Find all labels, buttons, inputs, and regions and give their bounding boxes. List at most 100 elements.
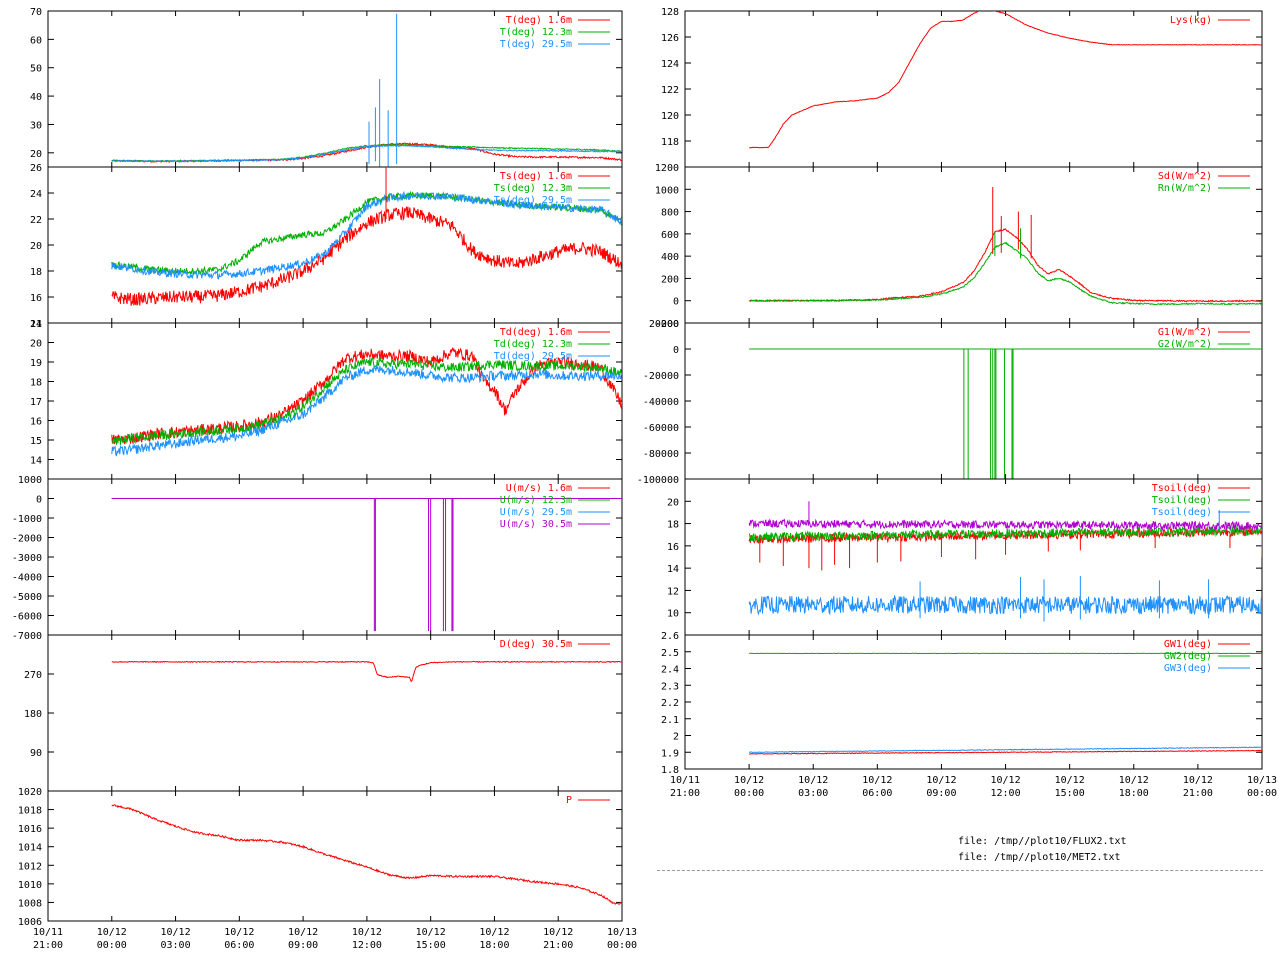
x-tick-label: 03:00 xyxy=(798,788,828,799)
y-tick-label: 126 xyxy=(661,33,679,44)
legend-label: Td(deg) 29.5m xyxy=(494,351,572,362)
y-tick-label: 60 xyxy=(30,35,42,46)
y-tick-label: 270 xyxy=(24,670,42,681)
y-tick-label: 0 xyxy=(36,495,42,506)
file-line-flux: file: /tmp//plot10/FLUX2.txt xyxy=(958,836,1127,847)
series-line-1 xyxy=(749,11,1262,149)
series-line-2 xyxy=(748,241,1262,306)
y-tick-label: 22 xyxy=(30,215,42,226)
legend-label: Tsoil(deg) xyxy=(1152,483,1212,494)
y-tick-label: -20000 xyxy=(643,371,679,382)
y-tick-label: 14 xyxy=(667,564,679,575)
x-tick-label: 12:00 xyxy=(352,940,382,951)
y-tick-label: -2000 xyxy=(12,534,42,545)
x-tick-label: 15:00 xyxy=(1055,788,1085,799)
legend-label: U(m/s) 1.6m xyxy=(506,483,572,494)
x-tick-label: 09:00 xyxy=(288,940,318,951)
y-tick-label: 1020 xyxy=(18,787,42,798)
y-tick-label: -4000 xyxy=(12,573,42,584)
y-tick-label: 19 xyxy=(30,358,42,369)
series-line-2 xyxy=(111,356,622,445)
y-tick-label: 20000 xyxy=(649,319,679,330)
y-tick-label: 128 xyxy=(661,7,679,18)
y-tick-label: 120 xyxy=(661,111,679,122)
x-tick-label: 10/12 xyxy=(416,927,446,938)
series-line-1 xyxy=(111,804,622,905)
legend-label: Td(deg) 12.3m xyxy=(494,339,572,350)
y-tick-label: 2.2 xyxy=(661,698,679,709)
y-tick-label: 122 xyxy=(661,85,679,96)
y-tick-label: -3000 xyxy=(12,553,42,564)
file-line-met: file: /tmp//plot10/MET2.txt xyxy=(958,852,1121,863)
chart-panel-4: -7000 -6000 -5000 -4000 -3000 -2000 -1000 0 1000… xyxy=(12,475,623,642)
legend-label: Rn(W/m^2) xyxy=(1158,183,1212,194)
legend-label: G1(W/m^2) xyxy=(1158,327,1212,338)
series-line-1 xyxy=(749,749,1262,755)
x-tick-label: 10/12 xyxy=(288,927,318,938)
x-tick-label: 10/12 xyxy=(161,927,191,938)
x-tick-label: 10/12 xyxy=(479,927,509,938)
y-tick-label: 1200 xyxy=(655,163,679,174)
y-tick-label: 18 xyxy=(30,378,42,389)
y-tick-label: 17 xyxy=(30,397,42,408)
chart-panel-10: 101214161820Tsoil(deg)Tsoil(deg)Tsoil(de… xyxy=(667,478,1263,636)
series-line-1 xyxy=(111,206,622,306)
x-tick-label: 10/12 xyxy=(734,775,764,786)
y-tick-label: -5000 xyxy=(12,592,42,603)
y-tick-label: 20 xyxy=(30,241,42,252)
legend-label: D(deg) 30.5m xyxy=(500,639,572,650)
series-line-1 xyxy=(111,660,622,683)
legend-label: T(deg) 1.6m xyxy=(506,15,572,26)
y-tick-label: 24 xyxy=(30,189,42,200)
x-tick-label: 00:00 xyxy=(607,940,637,951)
x-tick-label: 06:00 xyxy=(224,940,254,951)
chart-panel-8: -200 0 200 400 600 800 1000 1200 Sd(W/m^2)Rn(W/m… xyxy=(655,163,1263,330)
y-tick-label: 180 xyxy=(24,709,42,720)
x-tick-label: 15:00 xyxy=(416,940,446,951)
y-tick-label: 2.4 xyxy=(661,665,679,676)
legend-label: G2(W/m^2) xyxy=(1158,339,1212,350)
x-tick-label: 03:00 xyxy=(161,940,191,951)
series-line-4 xyxy=(748,518,1262,532)
x-tick-label: 21:00 xyxy=(33,940,63,951)
x-tick-label: 09:00 xyxy=(926,788,956,799)
y-tick-label: 20 xyxy=(30,149,42,160)
legend-label: GW2(deg) xyxy=(1164,651,1212,662)
x-tick-label: 21:00 xyxy=(670,788,700,799)
legend-label: U(m/s) 30.5m xyxy=(500,519,572,530)
legend-label: Ts(deg) 29.5m xyxy=(494,195,572,206)
y-tick-label: -7000 xyxy=(12,631,42,642)
y-tick-label: 1014 xyxy=(18,843,42,854)
y-tick-label: 400 xyxy=(661,252,679,263)
series-line-1 xyxy=(748,228,1262,303)
y-tick-label: 15 xyxy=(30,436,42,447)
y-tick-label: 16 xyxy=(30,293,42,304)
x-tick-label: 10/12 xyxy=(97,927,127,938)
y-tick-label: 1018 xyxy=(18,806,42,817)
legend-label: U(m/s) 12.3m xyxy=(500,495,572,506)
legend-label: U(m/s) 29.5m xyxy=(500,507,572,518)
series-line-3 xyxy=(111,365,622,457)
y-tick-label: 1012 xyxy=(18,861,42,872)
series-line-3 xyxy=(111,144,622,163)
x-tick-label: 18:00 xyxy=(479,940,509,951)
y-tick-label: 18 xyxy=(30,267,42,278)
y-tick-label: 0 xyxy=(673,345,679,356)
y-tick-label: -80000 xyxy=(643,449,679,460)
x-tick-label: 10/12 xyxy=(926,775,956,786)
y-tick-label: 2.5 xyxy=(661,648,679,659)
y-tick-label: 50 xyxy=(30,64,42,75)
y-tick-label: 20 xyxy=(667,497,679,508)
y-tick-label: 1.9 xyxy=(661,748,679,759)
chart-panel-5: 90 180 270 D(deg) 30.5m xyxy=(24,634,623,792)
y-tick-label: -40000 xyxy=(643,397,679,408)
x-tick-label: 06:00 xyxy=(862,788,892,799)
chart-panel-6: 1006 1008 1010 1012 1014 1016 1018 1020 P 10/11 21… xyxy=(18,787,637,951)
chart-panel-9: -100000 -80000 -60000 -40000 -20000 0 20000 G1(… xyxy=(637,319,1263,486)
x-tick-label: 10/12 xyxy=(1183,775,1213,786)
plot-frame xyxy=(47,634,623,792)
x-tick-label: 21:00 xyxy=(543,940,573,951)
y-tick-label: 1006 xyxy=(18,917,42,928)
legend-label: Tsoil(deg) xyxy=(1152,495,1212,506)
